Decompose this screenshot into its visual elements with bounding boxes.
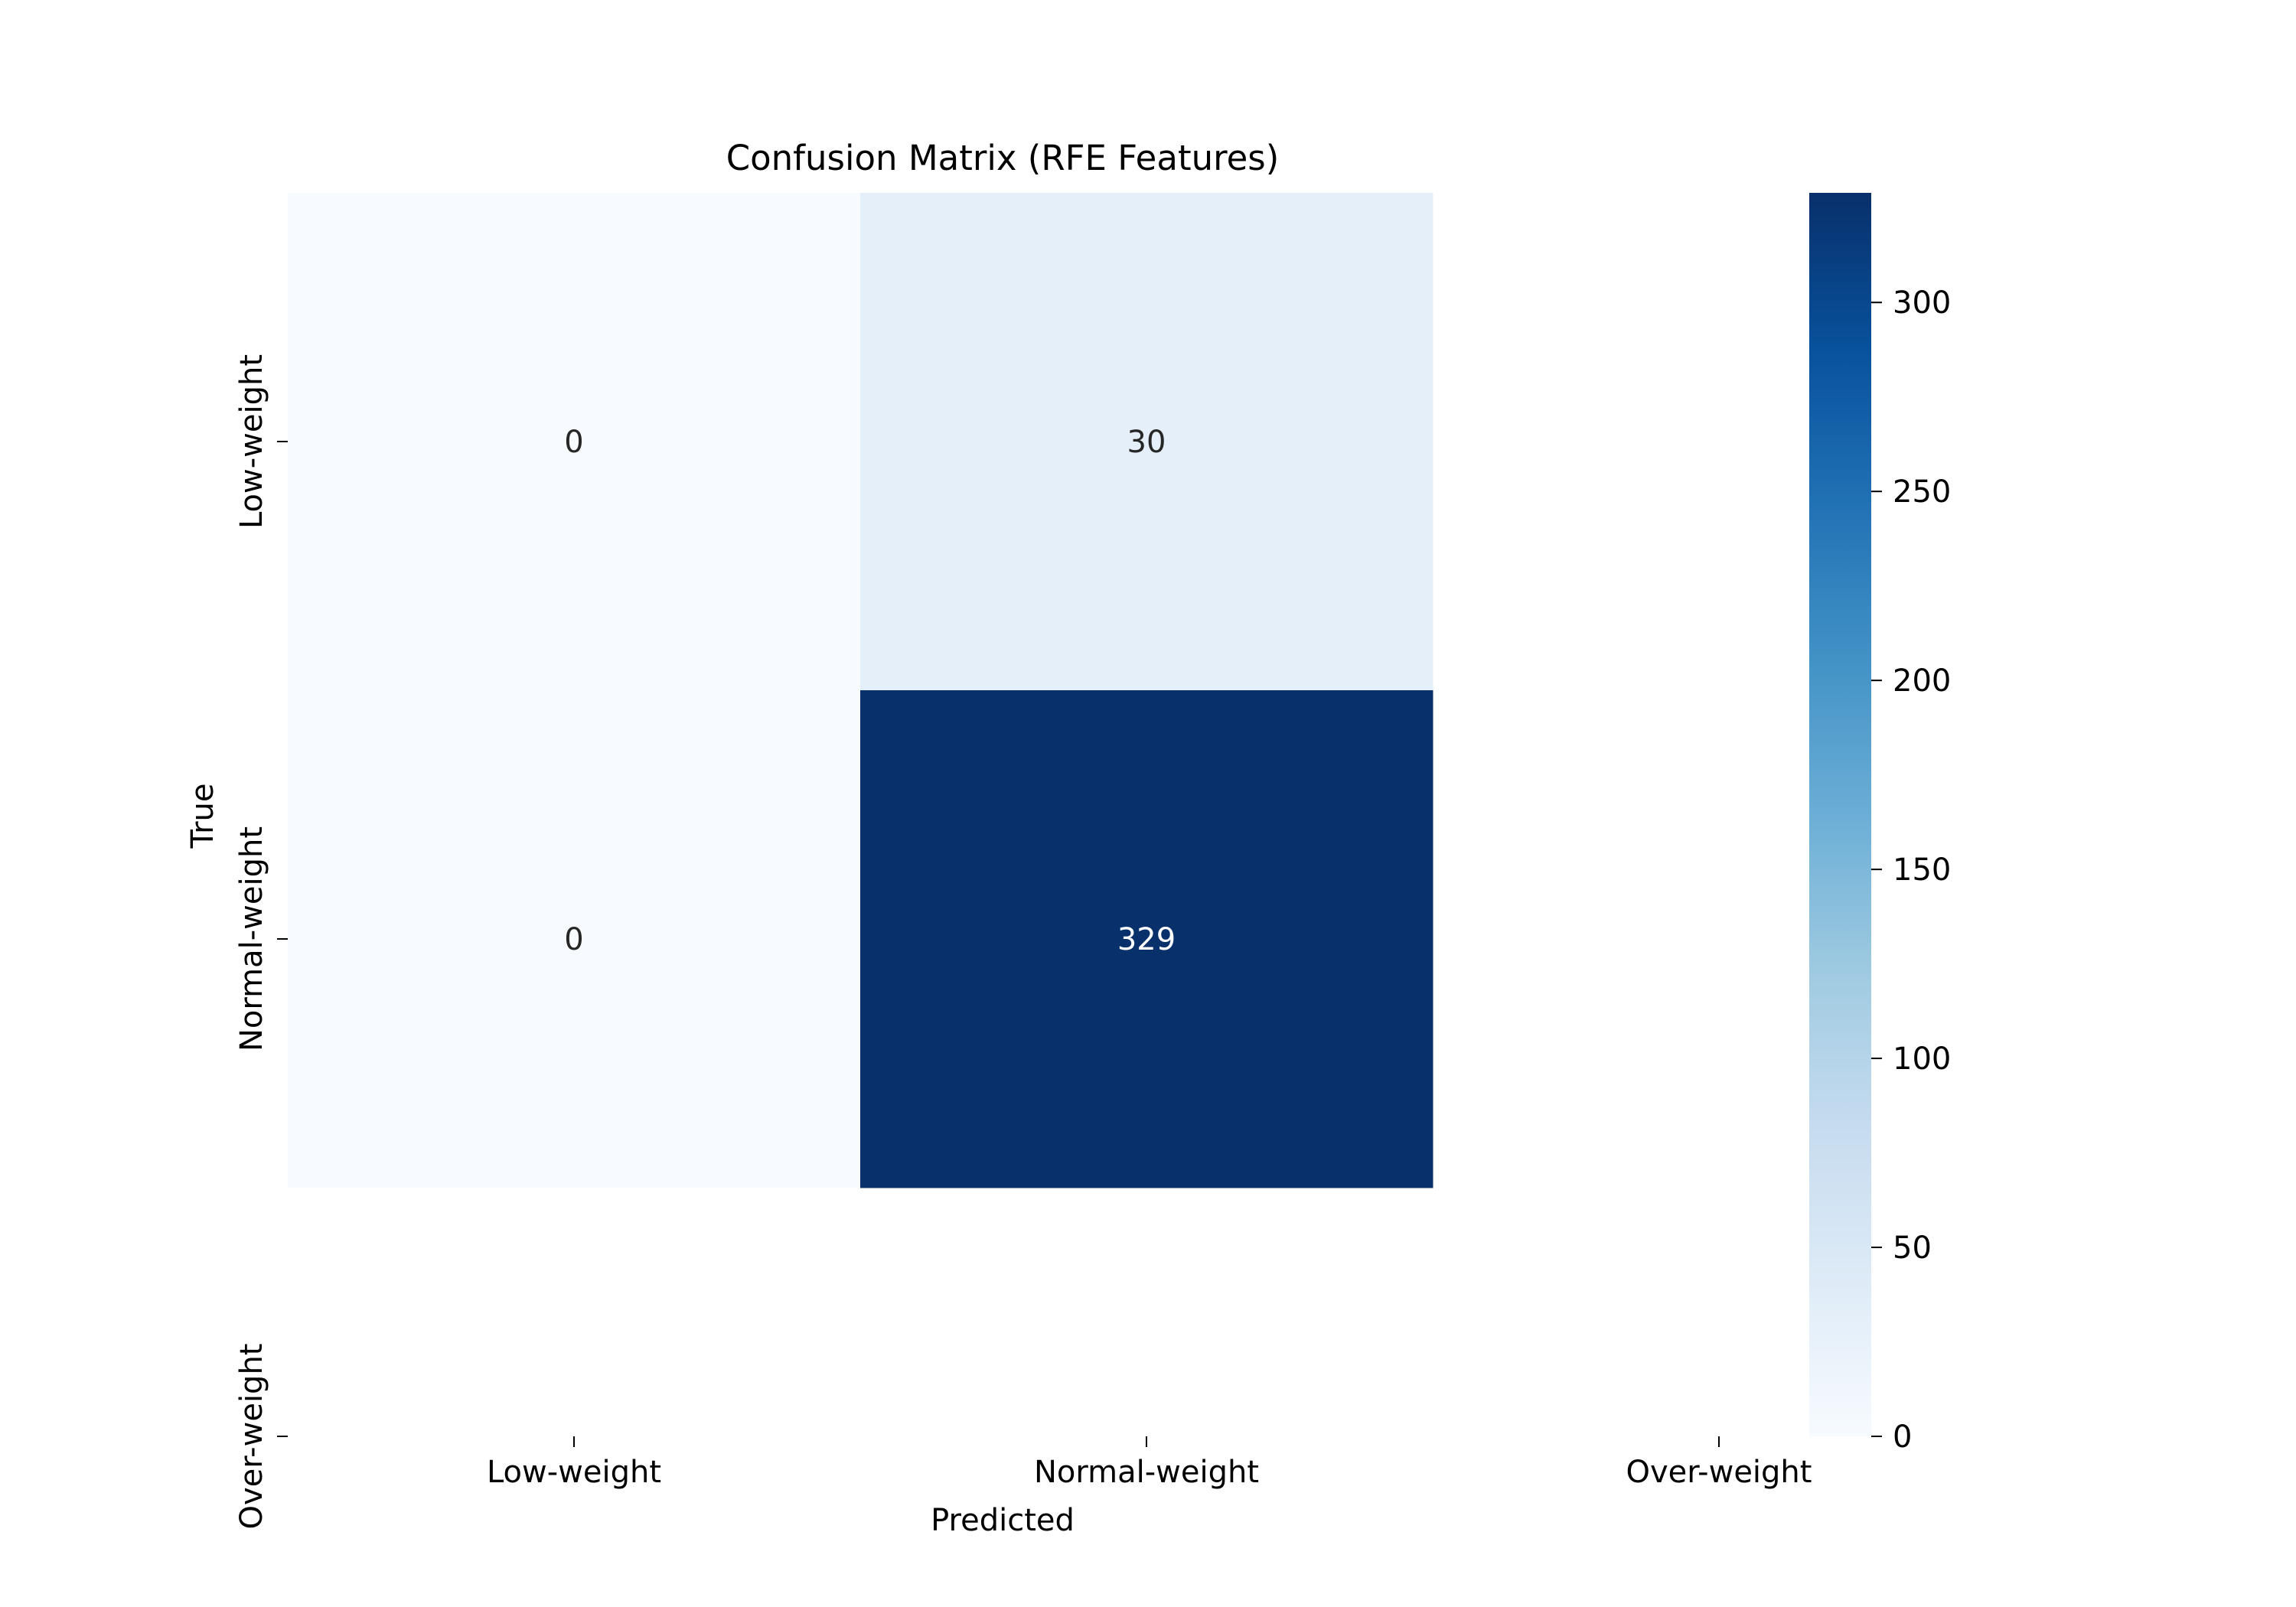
colorbar-tick-label: 50 [1893, 1231, 1932, 1266]
y-axis-label: True [185, 784, 220, 849]
colorbar-tick-label: 100 [1893, 1041, 1951, 1077]
cell-value-label: 30 [1127, 425, 1166, 460]
colorbar-gradient [1809, 193, 1871, 1436]
colorbar-tick-label: 150 [1893, 852, 1951, 888]
y-axis: Low-weight Normal-weight Over-weight [234, 354, 288, 1530]
y-tick-label: Over-weight [234, 1344, 269, 1530]
colorbar: 0 50 100 150 200 250 300 [1809, 193, 1951, 1455]
heatmap-cell [288, 193, 861, 691]
chart-title: Confusion Matrix (RFE Features) [726, 138, 1280, 178]
colorbar-tick-label: 250 [1893, 474, 1951, 510]
y-tick-label: Low-weight [234, 354, 269, 529]
x-axis: Low-weight Normal-weight Over-weight [487, 1436, 1812, 1490]
cell-value-label: 0 [564, 922, 583, 957]
cell-value-label: 0 [564, 425, 583, 460]
colorbar-tick-label: 300 [1893, 285, 1951, 321]
x-tick-label: Over-weight [1626, 1455, 1812, 1490]
y-tick-label: Normal-weight [234, 826, 269, 1051]
heatmap-cell [288, 690, 861, 1188]
cell-value-label: 329 [1117, 922, 1176, 957]
heatmap-cell-labels: 0 30 0 329 [564, 425, 1176, 957]
x-axis-label: Predicted [931, 1503, 1075, 1538]
heatmap-cell [860, 690, 1433, 1188]
x-tick-label: Normal-weight [1034, 1455, 1259, 1490]
x-tick-label: Low-weight [487, 1455, 661, 1490]
colorbar-tick-label: 200 [1893, 663, 1951, 699]
colorbar-tick-label: 0 [1893, 1420, 1912, 1455]
heatmap-cells [288, 193, 1433, 1188]
heatmap-cell [860, 193, 1433, 691]
